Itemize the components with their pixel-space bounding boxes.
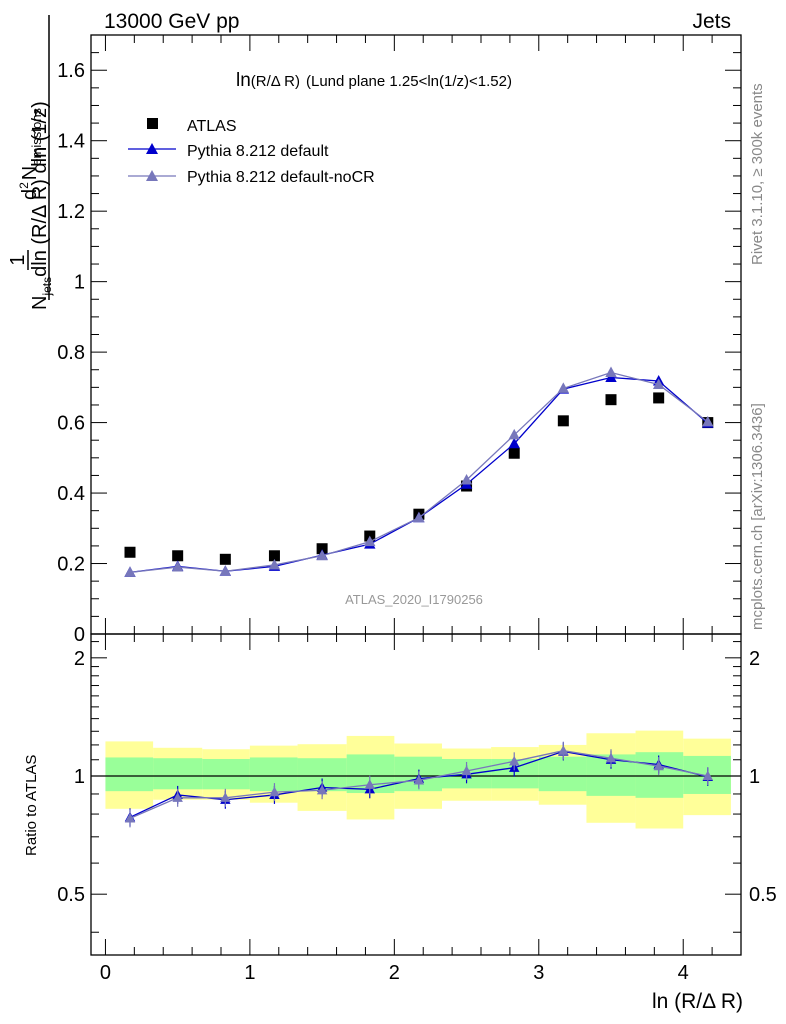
- ratio-point-series-2: [413, 774, 425, 785]
- ratio-band-inner-bin: [394, 756, 442, 792]
- ratio-point-series-2: [269, 786, 280, 797]
- main-point-series-2: [557, 382, 570, 393]
- main-point-series-0: [316, 543, 328, 555]
- header-left: 13000 GeV pp: [104, 10, 239, 33]
- main-point-series-2: [413, 511, 425, 523]
- legend-label-default: Pythia 8.212 default: [187, 143, 329, 160]
- main-point-series-2: [702, 415, 714, 427]
- ratio-band-inner-bin: [105, 757, 154, 792]
- ratio-point-series-2: [508, 755, 520, 766]
- ratio-band-inner-bin: [153, 758, 203, 790]
- ratio-band-inner-bin: [635, 752, 684, 798]
- main-point-series-2: [171, 561, 184, 572]
- chart-title: ln(R/Δ R) (Lund plane 1.25<ln(1/z)<1.52): [236, 70, 512, 91]
- ratio-band-inner-bin: [202, 758, 250, 790]
- ratio-y-tick-label-left: 1: [74, 766, 85, 788]
- ratio-point-series-2: [172, 792, 183, 802]
- x-tick-label: 2: [389, 962, 400, 984]
- main-point-series-2: [508, 428, 520, 440]
- ratio-series: [124, 741, 714, 828]
- axes: 0 1 2 3 4 0 0.2 0.4 0.6 0.8 1 1.2 1.4 1.6 0.5 0.5 1 1 2 2: [57, 34, 777, 984]
- ratio-bands: [91, 730, 741, 829]
- ratio-point-series-2: [364, 779, 376, 789]
- y-tick-label: 1.4: [57, 131, 85, 153]
- main-point-series-0: [508, 447, 520, 459]
- main-point-series-0: [557, 415, 569, 427]
- ratio-y-tick-label-left: 2: [74, 648, 85, 670]
- rivet-label: Rivet 3.1.10, ≥ 300k events: [749, 83, 766, 265]
- main-point-series-0: [653, 392, 665, 404]
- ratio-point-series-2: [653, 760, 664, 771]
- main-point-series-0: [605, 394, 617, 406]
- ratio-band-inner-bin: [538, 756, 587, 792]
- ratio-point-series-2: [316, 784, 328, 795]
- ratio-point-series-2: [124, 812, 136, 823]
- y-label-num: d2Nemissions: [17, 107, 44, 200]
- ratio-point-series-2: [220, 792, 231, 802]
- x-tick-label: 4: [678, 962, 689, 984]
- ratio-point-series-2: [605, 752, 617, 763]
- main-point-series-2: [605, 366, 617, 378]
- x-tick-label: 3: [533, 962, 544, 984]
- legend-label-atlas: ATLAS: [187, 118, 237, 135]
- main-point-series-0: [219, 553, 231, 565]
- main-point-series-2: [364, 535, 376, 547]
- main-point-series-0: [172, 550, 184, 562]
- legend-marker-default: [146, 143, 158, 154]
- main-point-series-2: [316, 549, 328, 561]
- main-point-series-2: [460, 474, 473, 485]
- y-label-den-N: Njetsdln (R/Δ R) dln (1/z): [29, 101, 54, 310]
- ratio-y-tick-label-left: 0.5: [57, 884, 85, 906]
- x-tick-label: 0: [100, 962, 111, 984]
- y-tick-label: 1: [74, 272, 85, 294]
- y-tick-label: 0.2: [57, 554, 85, 576]
- ratio-y-label: Ratio to ATLAS: [23, 755, 40, 856]
- mcplots-label: mcplots.cern.ch [arXiv:1306.3436]: [749, 403, 766, 630]
- ratio-frame: [90, 633, 742, 956]
- y-tick-label: 0.6: [57, 413, 85, 435]
- ratio-y-tick-label-right: 1: [749, 766, 760, 788]
- x-axis-label: ln (R/Δ R): [652, 990, 743, 1013]
- main-point-series-0: [268, 550, 280, 562]
- ratio-y-tick-label-right: 2: [749, 648, 760, 670]
- ratio-point-series-2: [461, 765, 472, 776]
- ratio-point-series-2: [558, 745, 569, 755]
- main-series: [124, 366, 714, 577]
- y-tick-label: 0.8: [57, 342, 85, 364]
- main-point-series-2: [124, 566, 136, 577]
- ratio-y-tick-label-right: 0.5: [749, 884, 777, 906]
- legend-label-nocr: Pythia 8.212 default-noCR: [187, 169, 375, 186]
- ratio-point-series-2: [702, 770, 714, 781]
- x-tick-label: 1: [244, 962, 255, 984]
- main-point-series-1: [508, 437, 520, 449]
- y-tick-label: 1.6: [57, 60, 85, 82]
- y-tick-label: 0.4: [57, 483, 85, 505]
- y-tick-label: 0: [74, 624, 85, 646]
- y-label-num-one: 1: [7, 254, 29, 265]
- header-right: Jets: [692, 10, 731, 33]
- analysis-watermark: ATLAS_2020_I1790256: [345, 592, 483, 607]
- main-point-series-2: [219, 565, 232, 576]
- y-tick-label: 1.2: [57, 201, 85, 223]
- legend-marker-atlas: [147, 118, 158, 129]
- main-point-series-2: [652, 378, 665, 390]
- ratio-band-inner-bin: [249, 757, 298, 792]
- legend: ATLAS Pythia 8.212 default Pythia 8.212 …: [128, 118, 375, 186]
- legend-marker-nocr: [146, 170, 158, 181]
- main-point-series-2: [268, 558, 281, 570]
- y-axis-label: 1 Njetsdln (R/Δ R) dln (1/z) d2Nemission…: [7, 15, 54, 310]
- main-point-series-0: [124, 546, 136, 558]
